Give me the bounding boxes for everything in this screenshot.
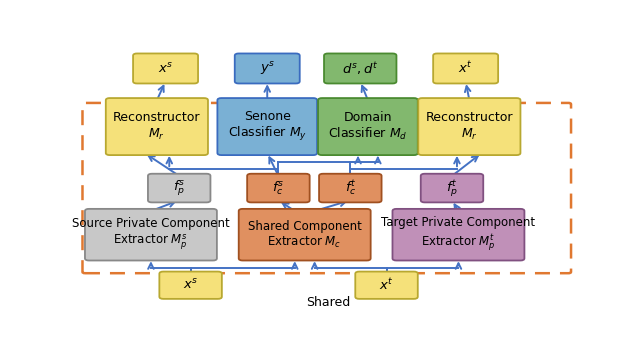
Text: $f_c^s$: $f_c^s$ bbox=[272, 179, 285, 197]
FancyBboxPatch shape bbox=[133, 53, 198, 84]
Text: Senone
Classifier $M_y$: Senone Classifier $M_y$ bbox=[228, 110, 307, 143]
Text: Shared Component
Extractor $M_c$: Shared Component Extractor $M_c$ bbox=[248, 219, 362, 250]
FancyBboxPatch shape bbox=[85, 209, 217, 260]
Text: Reconstructor
$M_r$: Reconstructor $M_r$ bbox=[426, 111, 513, 142]
Text: $d^s, d^t$: $d^s, d^t$ bbox=[342, 60, 379, 77]
Text: $f_c^t$: $f_c^t$ bbox=[344, 179, 356, 198]
Text: $x^s$: $x^s$ bbox=[183, 278, 198, 292]
FancyBboxPatch shape bbox=[148, 174, 211, 203]
FancyBboxPatch shape bbox=[392, 209, 524, 260]
Text: $f_p^t$: $f_p^t$ bbox=[446, 178, 458, 199]
FancyBboxPatch shape bbox=[355, 272, 418, 299]
FancyBboxPatch shape bbox=[247, 174, 310, 203]
FancyBboxPatch shape bbox=[420, 174, 483, 203]
FancyBboxPatch shape bbox=[159, 272, 222, 299]
FancyBboxPatch shape bbox=[106, 98, 208, 155]
Text: $y^s$: $y^s$ bbox=[260, 60, 275, 77]
Text: Reconstructor
$M_r$: Reconstructor $M_r$ bbox=[113, 111, 200, 142]
Text: $x^t$: $x^t$ bbox=[379, 277, 394, 293]
Text: Target Private Component
Extractor $M_p^t$: Target Private Component Extractor $M_p^… bbox=[381, 216, 536, 253]
Text: $x^t$: $x^t$ bbox=[458, 61, 473, 76]
FancyBboxPatch shape bbox=[235, 53, 300, 84]
FancyBboxPatch shape bbox=[318, 98, 418, 155]
FancyBboxPatch shape bbox=[433, 53, 498, 84]
Text: Shared: Shared bbox=[306, 296, 350, 309]
Text: Domain
Classifier $M_d$: Domain Classifier $M_d$ bbox=[328, 111, 408, 142]
Text: $f_p^s$: $f_p^s$ bbox=[173, 178, 186, 198]
FancyBboxPatch shape bbox=[419, 98, 520, 155]
FancyBboxPatch shape bbox=[319, 174, 381, 203]
Text: Source Private Component
Extractor $M_p^s$: Source Private Component Extractor $M_p^… bbox=[72, 217, 230, 252]
FancyBboxPatch shape bbox=[239, 209, 371, 260]
FancyBboxPatch shape bbox=[218, 98, 317, 155]
Text: $x^s$: $x^s$ bbox=[158, 61, 173, 75]
FancyBboxPatch shape bbox=[324, 53, 396, 84]
